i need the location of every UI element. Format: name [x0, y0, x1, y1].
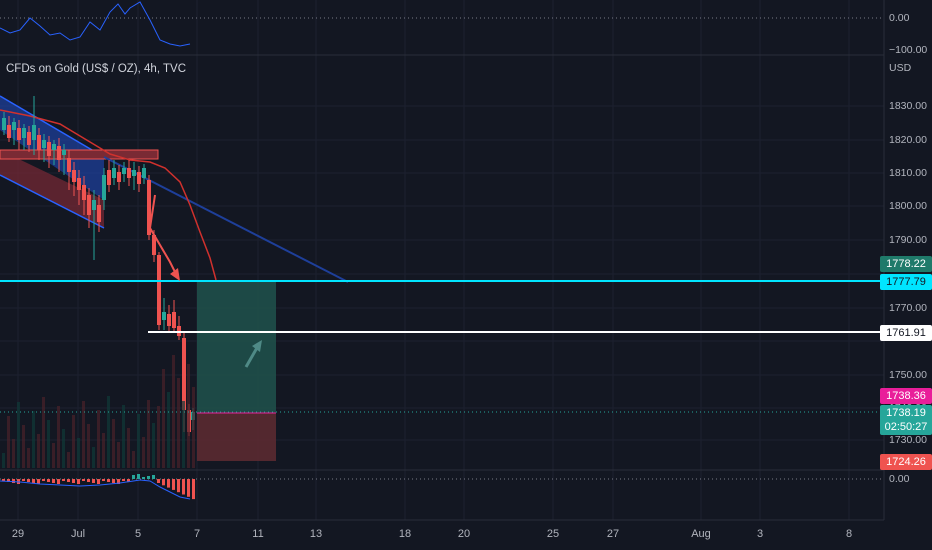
white-line-price-label: 1761.91 — [880, 325, 932, 341]
volume-bars — [2, 355, 195, 468]
price-tick: 1810.00 — [889, 167, 927, 179]
resistance-box — [0, 149, 159, 160]
price-candles — [2, 96, 195, 436]
time-tick: 27 — [606, 528, 620, 540]
price-tick: 1830.00 — [889, 100, 927, 112]
bar-countdown: 02:50:27 — [884, 421, 928, 433]
current-price-value: 1738.19 — [886, 407, 926, 419]
time-tick: 25 — [546, 528, 560, 540]
symbol-title[interactable]: CFDs on Gold (US$ / OZ), 4h, TVC — [6, 63, 187, 75]
up-arrow-drawing[interactable] — [244, 340, 262, 368]
currency-label[interactable]: USD — [889, 62, 912, 74]
macd-line — [0, 479, 191, 500]
time-tick: 7 — [193, 528, 201, 540]
entry-price-label: 1738.36 — [880, 388, 932, 404]
stop-loss-price-label: 1724.26 — [880, 454, 932, 470]
time-tick: Aug — [691, 528, 711, 540]
top-indicator-tick-minus100: −100.00 — [889, 44, 928, 56]
time-tick: 29 — [11, 528, 25, 540]
current-price-label: 1738.19 02:50:27 — [880, 405, 932, 435]
top-indicator-line — [0, 1, 191, 47]
price-tick: 1790.00 — [889, 234, 927, 246]
time-tick: Jul — [70, 528, 86, 540]
price-tick: 1800.00 — [889, 200, 927, 212]
moving-average-line — [0, 109, 217, 281]
channel-bottom-line — [0, 174, 105, 229]
descending-channel-lower — [0, 150, 104, 228]
time-tick: 11 — [252, 528, 264, 540]
macd-histogram — [2, 474, 195, 500]
time-tick: 3 — [756, 528, 764, 540]
long-position-stop-zone[interactable] — [197, 413, 276, 461]
top-indicator-tick-zero: 0.00 — [889, 12, 910, 24]
price-tick: 1770.00 — [889, 302, 927, 314]
price-tick: 1820.00 — [889, 134, 927, 146]
time-tick: 20 — [457, 528, 471, 540]
chart-grid — [0, 0, 884, 520]
price-tick: 1730.00 — [889, 434, 927, 446]
time-tick: 8 — [845, 528, 853, 540]
macd-tick-zero: 0.00 — [889, 473, 910, 485]
cyan-line-price-label: 1777.79 — [880, 274, 932, 290]
long-position-target-zone[interactable] — [197, 282, 276, 413]
time-tick: 13 — [309, 528, 323, 540]
time-tick: 18 — [398, 528, 412, 540]
target-price-label: 1778.22 — [880, 256, 932, 272]
time-tick: 5 — [134, 528, 142, 540]
down-arrow-drawing[interactable] — [148, 194, 180, 281]
channel-top-line — [0, 95, 105, 158]
price-tick: 1750.00 — [889, 369, 927, 381]
